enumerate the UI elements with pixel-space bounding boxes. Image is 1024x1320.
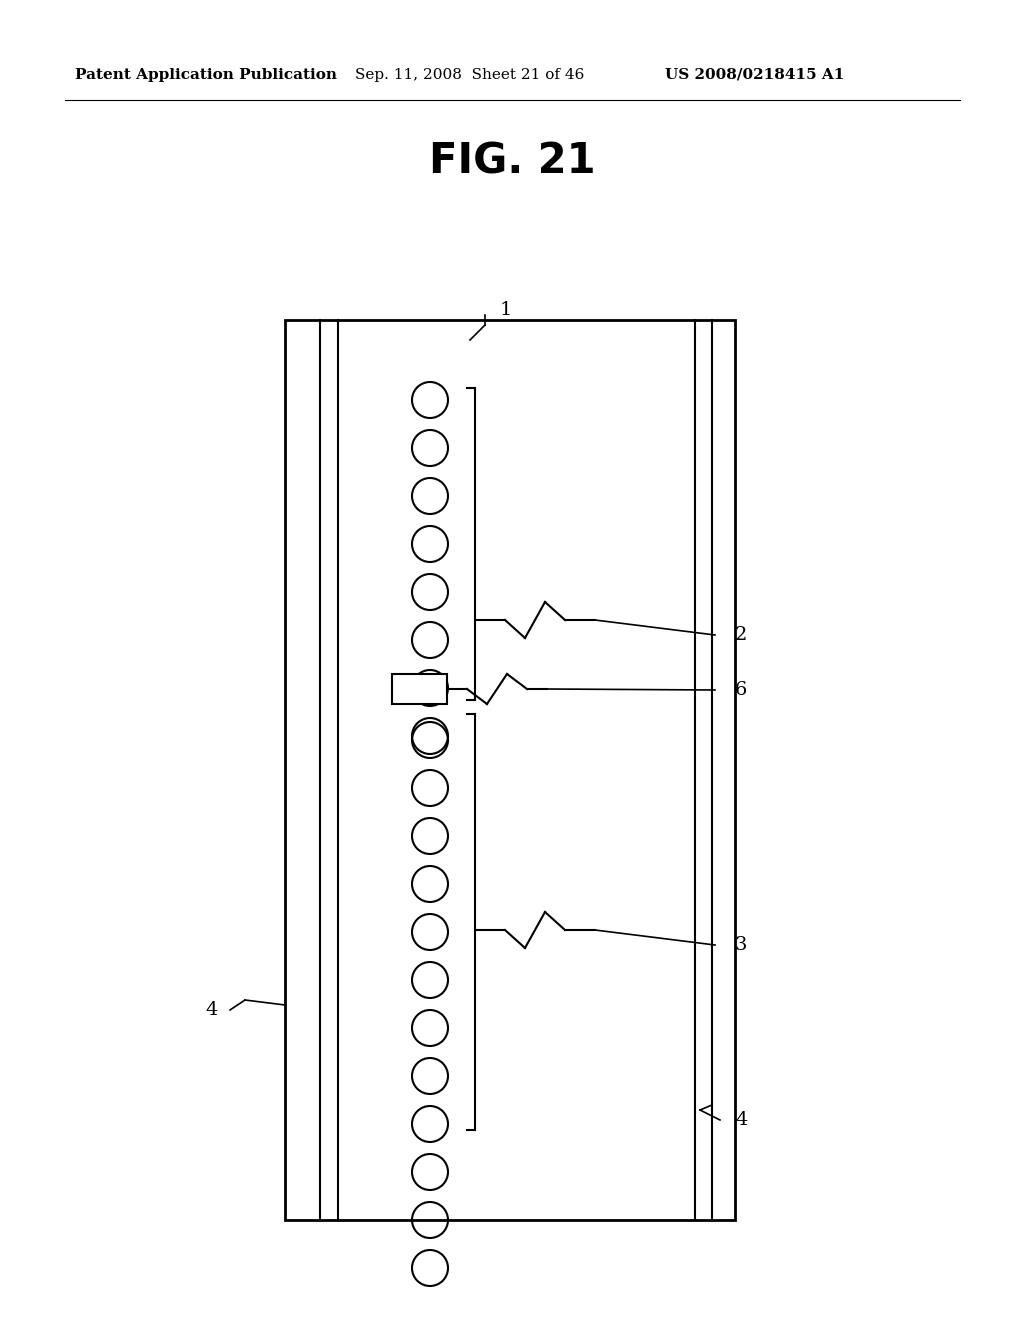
Text: 4: 4 — [735, 1111, 748, 1129]
Text: Patent Application Publication: Patent Application Publication — [75, 69, 337, 82]
Text: 2: 2 — [735, 626, 748, 644]
Text: FIG. 21: FIG. 21 — [429, 140, 595, 182]
Text: 1: 1 — [500, 301, 512, 319]
Bar — [392, 675, 447, 704]
Text: 4: 4 — [205, 1001, 217, 1019]
Text: 3: 3 — [735, 936, 748, 954]
Text: Sep. 11, 2008  Sheet 21 of 46: Sep. 11, 2008 Sheet 21 of 46 — [355, 69, 585, 82]
Text: US 2008/0218415 A1: US 2008/0218415 A1 — [665, 69, 845, 82]
Bar — [285, 319, 735, 1220]
Text: 6: 6 — [735, 681, 748, 700]
